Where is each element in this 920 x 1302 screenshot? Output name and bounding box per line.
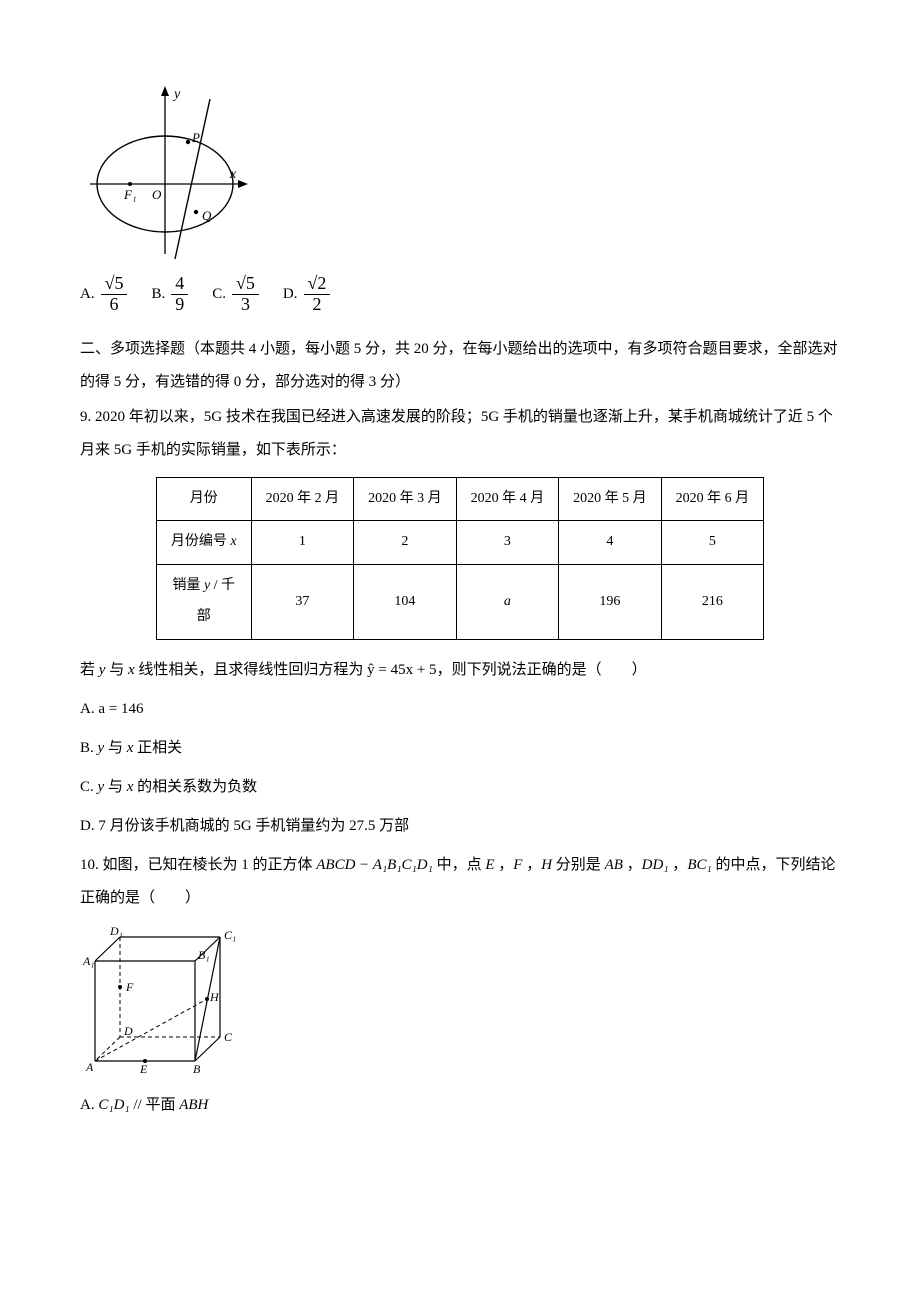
q9-y4: 216 bbox=[661, 565, 764, 640]
q10-cube: ABCD − A₁B₁C₁D₁ bbox=[316, 857, 433, 873]
q9-option-a: A. a = 146 bbox=[80, 693, 840, 726]
q9-y2: a bbox=[456, 565, 559, 640]
q8-options: A. √5 6 B. 4 9 C. √5 3 D. √2 2 bbox=[80, 274, 840, 315]
table-row-x: 月份编号 x 1 2 3 4 5 bbox=[156, 521, 763, 565]
q8-optC-frac: √5 3 bbox=[232, 274, 259, 315]
q9-optC-mid: 与 bbox=[104, 779, 127, 795]
q9-table: 月份 2020 年 2 月 2020 年 3 月 2020 年 4 月 2020… bbox=[156, 477, 764, 640]
q9-rowx-label-text: 月份编号 x bbox=[171, 534, 237, 549]
q9-x2: 3 bbox=[456, 521, 559, 565]
q10-AB: AB bbox=[605, 857, 623, 873]
q9-optC-pre: C. bbox=[80, 779, 98, 795]
q9-y1: 104 bbox=[354, 565, 457, 640]
svg-text:A₁: A₁ bbox=[82, 954, 95, 968]
q8-optA-label: A. bbox=[80, 278, 95, 311]
svg-text:y: y bbox=[172, 87, 181, 102]
svg-text:D: D bbox=[123, 1024, 133, 1038]
q9-col4: 2020 年 5 月 bbox=[559, 477, 662, 521]
q8-figure: y x F₁ O P Q bbox=[80, 84, 840, 264]
q9-col2: 2020 年 3 月 bbox=[354, 477, 457, 521]
q9-col3: 2020 年 4 月 bbox=[456, 477, 559, 521]
table-row-header: 月份 2020 年 2 月 2020 年 3 月 2020 年 4 月 2020… bbox=[156, 477, 763, 521]
svg-text:B₁: B₁ bbox=[198, 948, 210, 962]
q10-DD1: DD₁ bbox=[642, 857, 669, 873]
svg-text:A: A bbox=[85, 1060, 94, 1074]
q9-optB-mid: 与 bbox=[104, 740, 127, 756]
q8-option-d: D. √2 2 bbox=[283, 274, 330, 315]
svg-text:H: H bbox=[209, 990, 220, 1004]
q8-optB-frac: 4 9 bbox=[171, 274, 188, 315]
q10-E: E bbox=[485, 857, 494, 873]
q10-c2: ， bbox=[522, 857, 541, 873]
svg-text:C: C bbox=[224, 1030, 233, 1044]
q9-option-d: D. 7 月份该手机商城的 5G 手机销量约为 27.5 万部 bbox=[80, 810, 840, 843]
q9-cond-eq: ŷ = 45x + 5 bbox=[367, 662, 436, 678]
q9-options: A. a = 146 B. y 与 x 正相关 C. y 与 x 的相关系数为负… bbox=[80, 693, 840, 843]
q9-condition: 若 y 与 x 线性相关，且求得线性回归方程为 ŷ = 45x + 5，则下列说… bbox=[80, 654, 840, 687]
q10-BC1: BC₁ bbox=[687, 857, 711, 873]
q9-rowy-label: 销量 y / 千部 bbox=[156, 565, 251, 640]
section2-heading: 二、多项选择题（本题共 4 小题，每小题 5 分，共 20 分，在每小题给出的选… bbox=[80, 333, 840, 399]
svg-text:F: F bbox=[125, 980, 134, 994]
q9-optB-post: 正相关 bbox=[133, 740, 182, 756]
q10-option-a: A. C₁D₁ // 平面 ABH bbox=[80, 1089, 840, 1122]
svg-text:P: P bbox=[191, 130, 200, 145]
q9-x4: 5 bbox=[661, 521, 764, 565]
q9-cond-mid2: 线性相关，且求得线性回归方程为 bbox=[135, 662, 368, 678]
q9-rowx-label: 月份编号 x bbox=[156, 521, 251, 565]
q10-figure: D₁ C₁ A₁ B₁ A B C D E F H bbox=[80, 919, 840, 1079]
q9-cond-pre: 若 bbox=[80, 662, 99, 678]
q9-x1: 2 bbox=[354, 521, 457, 565]
table-row-y: 销量 y / 千部 37 104 a 196 216 bbox=[156, 565, 763, 640]
q10-c1: ， bbox=[495, 857, 514, 873]
q9-optA-text: A. a = 146 bbox=[80, 701, 143, 717]
q10-c4: ， bbox=[669, 857, 688, 873]
q9-optB-pre: B. bbox=[80, 740, 98, 756]
q9-y3: 196 bbox=[559, 565, 662, 640]
q9-option-c: C. y 与 x 的相关系数为负数 bbox=[80, 771, 840, 804]
q9-stem: 9. 2020 年初以来，5G 技术在我国已经进入高速发展的阶段；5G 手机的销… bbox=[80, 401, 840, 467]
svg-text:O: O bbox=[152, 187, 162, 202]
q10-stem: 10. 如图，已知在棱长为 1 的正方体 ABCD − A₁B₁C₁D₁ 中，点… bbox=[80, 849, 840, 915]
q9-x3: 4 bbox=[559, 521, 662, 565]
q9-y0: 37 bbox=[251, 565, 354, 640]
svg-text:B: B bbox=[193, 1062, 201, 1076]
q8-option-a: A. √5 6 bbox=[80, 274, 127, 315]
svg-text:x: x bbox=[229, 167, 237, 182]
q9-cond-x: x bbox=[128, 662, 135, 678]
q8-optC-label: C. bbox=[212, 278, 226, 311]
svg-text:D₁: D₁ bbox=[109, 924, 123, 938]
svg-text:F₁: F₁ bbox=[123, 187, 136, 202]
q9-col1: 2020 年 2 月 bbox=[251, 477, 354, 521]
q10-optA-par: // 平面 bbox=[130, 1097, 180, 1113]
q9-col5: 2020 年 6 月 bbox=[661, 477, 764, 521]
q8-optB-label: B. bbox=[151, 278, 165, 311]
q9-optC-post: 的相关系数为负数 bbox=[133, 779, 257, 795]
q10-mid1: 中，点 bbox=[433, 857, 486, 873]
svg-text:E: E bbox=[139, 1062, 148, 1076]
q10-stem-pre: 10. 如图，已知在棱长为 1 的正方体 bbox=[80, 857, 316, 873]
q10-mid2: 分别是 bbox=[552, 857, 605, 873]
q8-optD-label: D. bbox=[283, 278, 298, 311]
q9-cond-post: ，则下列说法正确的是（ ） bbox=[437, 662, 647, 678]
q8-option-c: C. √5 3 bbox=[212, 274, 259, 315]
q8-optD-frac: √2 2 bbox=[304, 274, 331, 315]
q9-col0: 月份 bbox=[156, 477, 251, 521]
q8-optA-frac: √5 6 bbox=[101, 274, 128, 315]
q8-option-b: B. 4 9 bbox=[151, 274, 188, 315]
svg-text:C₁: C₁ bbox=[224, 928, 236, 942]
q9-option-b: B. y 与 x 正相关 bbox=[80, 732, 840, 765]
q10-c3: ， bbox=[623, 857, 642, 873]
q9-x0: 1 bbox=[251, 521, 354, 565]
q9-cond-mid1: 与 bbox=[105, 662, 128, 678]
svg-text:Q: Q bbox=[202, 208, 212, 223]
q10-optA-pre: A. bbox=[80, 1097, 98, 1113]
q10-optA-seg: C₁D₁ bbox=[98, 1097, 129, 1113]
q10-H: H bbox=[541, 857, 552, 873]
q9-rowy-label-text: 销量 y / 千部 bbox=[172, 578, 235, 624]
q10-optA-plane: ABH bbox=[179, 1097, 208, 1113]
